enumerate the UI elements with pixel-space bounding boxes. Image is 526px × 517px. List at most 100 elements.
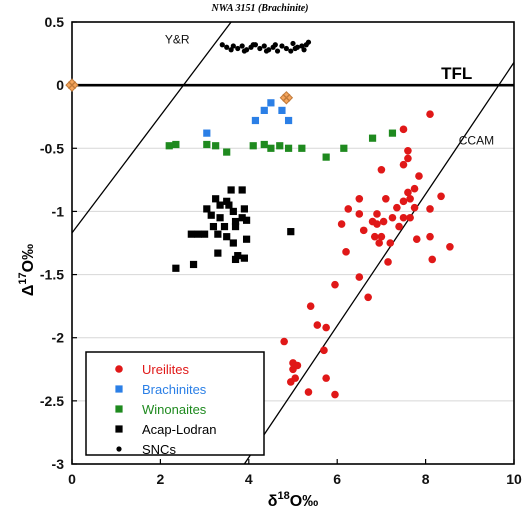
data-point xyxy=(410,203,419,212)
data-point xyxy=(428,255,437,264)
data-point xyxy=(242,216,251,224)
data-point xyxy=(406,213,414,222)
annotation-tfl: TFL xyxy=(441,64,472,83)
data-point xyxy=(388,129,397,137)
data-point xyxy=(364,293,372,302)
data-point xyxy=(212,195,220,203)
highlight-points xyxy=(65,78,294,105)
data-point xyxy=(344,205,353,213)
legend-marker xyxy=(115,425,123,433)
data-point xyxy=(382,195,390,203)
data-point xyxy=(393,203,401,212)
annotation-ccam: CCAM xyxy=(459,133,494,147)
legend-marker xyxy=(115,385,123,393)
x-tick-label: 0 xyxy=(68,471,76,487)
data-point xyxy=(279,43,285,49)
data-point xyxy=(172,264,180,272)
legend-label: Acap-Lodran xyxy=(142,422,216,437)
data-point xyxy=(406,195,414,203)
data-point xyxy=(231,217,240,226)
data-point xyxy=(379,217,388,226)
data-point xyxy=(189,260,198,269)
data-point xyxy=(242,235,251,243)
data-point xyxy=(272,42,278,48)
legend-marker xyxy=(115,405,123,413)
series-sncs xyxy=(219,39,312,54)
data-point xyxy=(276,142,284,150)
data-point xyxy=(290,40,296,47)
data-point xyxy=(284,144,293,152)
data-point xyxy=(250,42,256,48)
data-point xyxy=(446,242,454,251)
highlight-cross xyxy=(68,81,76,90)
data-point xyxy=(261,43,267,49)
data-point xyxy=(219,42,225,48)
data-point xyxy=(251,116,260,125)
data-point xyxy=(306,302,315,310)
data-point xyxy=(212,142,220,150)
data-point xyxy=(231,255,240,264)
data-point xyxy=(230,43,236,49)
y-tick-label: -1.5 xyxy=(40,267,64,283)
data-point xyxy=(280,337,288,346)
data-point xyxy=(228,47,234,53)
data-point xyxy=(234,252,242,260)
data-point xyxy=(399,125,408,134)
data-point xyxy=(214,230,222,238)
data-point xyxy=(322,153,330,161)
data-point xyxy=(399,197,408,206)
legend-label: Winonaites xyxy=(142,402,207,417)
data-point xyxy=(287,228,295,236)
y-tick-label: 0 xyxy=(56,77,64,93)
data-point xyxy=(225,201,233,209)
data-point xyxy=(224,44,230,50)
data-point xyxy=(305,39,312,45)
legend-item-sncs: SNCs xyxy=(116,442,176,457)
reference-line-ccam xyxy=(243,62,515,465)
data-point xyxy=(355,195,364,203)
data-point xyxy=(241,48,247,54)
data-point xyxy=(263,48,270,54)
y-tick-label: -2.5 xyxy=(40,393,64,409)
data-point xyxy=(207,211,215,219)
data-point xyxy=(286,378,295,386)
data-point xyxy=(223,197,231,205)
data-point xyxy=(404,188,412,197)
data-point xyxy=(331,280,339,289)
annotations: Y&R TFL CCAM xyxy=(165,32,494,147)
legend-items: Ureilites Brachinites Winonaites Acap-Lodra… xyxy=(115,362,216,457)
x-tick-label: 2 xyxy=(157,471,165,487)
data-point xyxy=(437,192,445,201)
data-point xyxy=(214,249,222,257)
data-point xyxy=(238,186,246,194)
legend: Ureilites Brachinites Winonaites Acap-Lodra… xyxy=(85,351,265,457)
data-point xyxy=(288,48,294,54)
legend-item-ureilites: Ureilites xyxy=(115,362,189,377)
data-point xyxy=(292,45,298,52)
data-point xyxy=(223,148,231,156)
data-point xyxy=(412,235,421,244)
x-tick-label: 10 xyxy=(506,471,522,487)
legend-item-winonaites: Winonaites xyxy=(115,402,207,417)
series-winonaites xyxy=(165,129,397,161)
data-point xyxy=(249,142,257,150)
data-point xyxy=(340,144,348,152)
series-ureilites xyxy=(280,110,454,399)
data-point xyxy=(386,239,395,247)
data-point xyxy=(355,273,364,281)
data-point xyxy=(298,144,306,152)
data-point xyxy=(384,258,392,266)
highlight-point xyxy=(279,91,294,105)
data-point xyxy=(267,99,275,107)
data-point xyxy=(426,232,434,241)
data-point xyxy=(399,160,408,169)
legend-marker xyxy=(116,446,122,452)
data-point xyxy=(239,43,245,49)
data-point xyxy=(240,205,248,213)
data-point xyxy=(201,230,209,238)
data-point xyxy=(377,165,386,174)
annotation-yr: Y&R xyxy=(165,32,190,46)
data-point xyxy=(216,201,224,209)
data-point xyxy=(229,207,237,216)
